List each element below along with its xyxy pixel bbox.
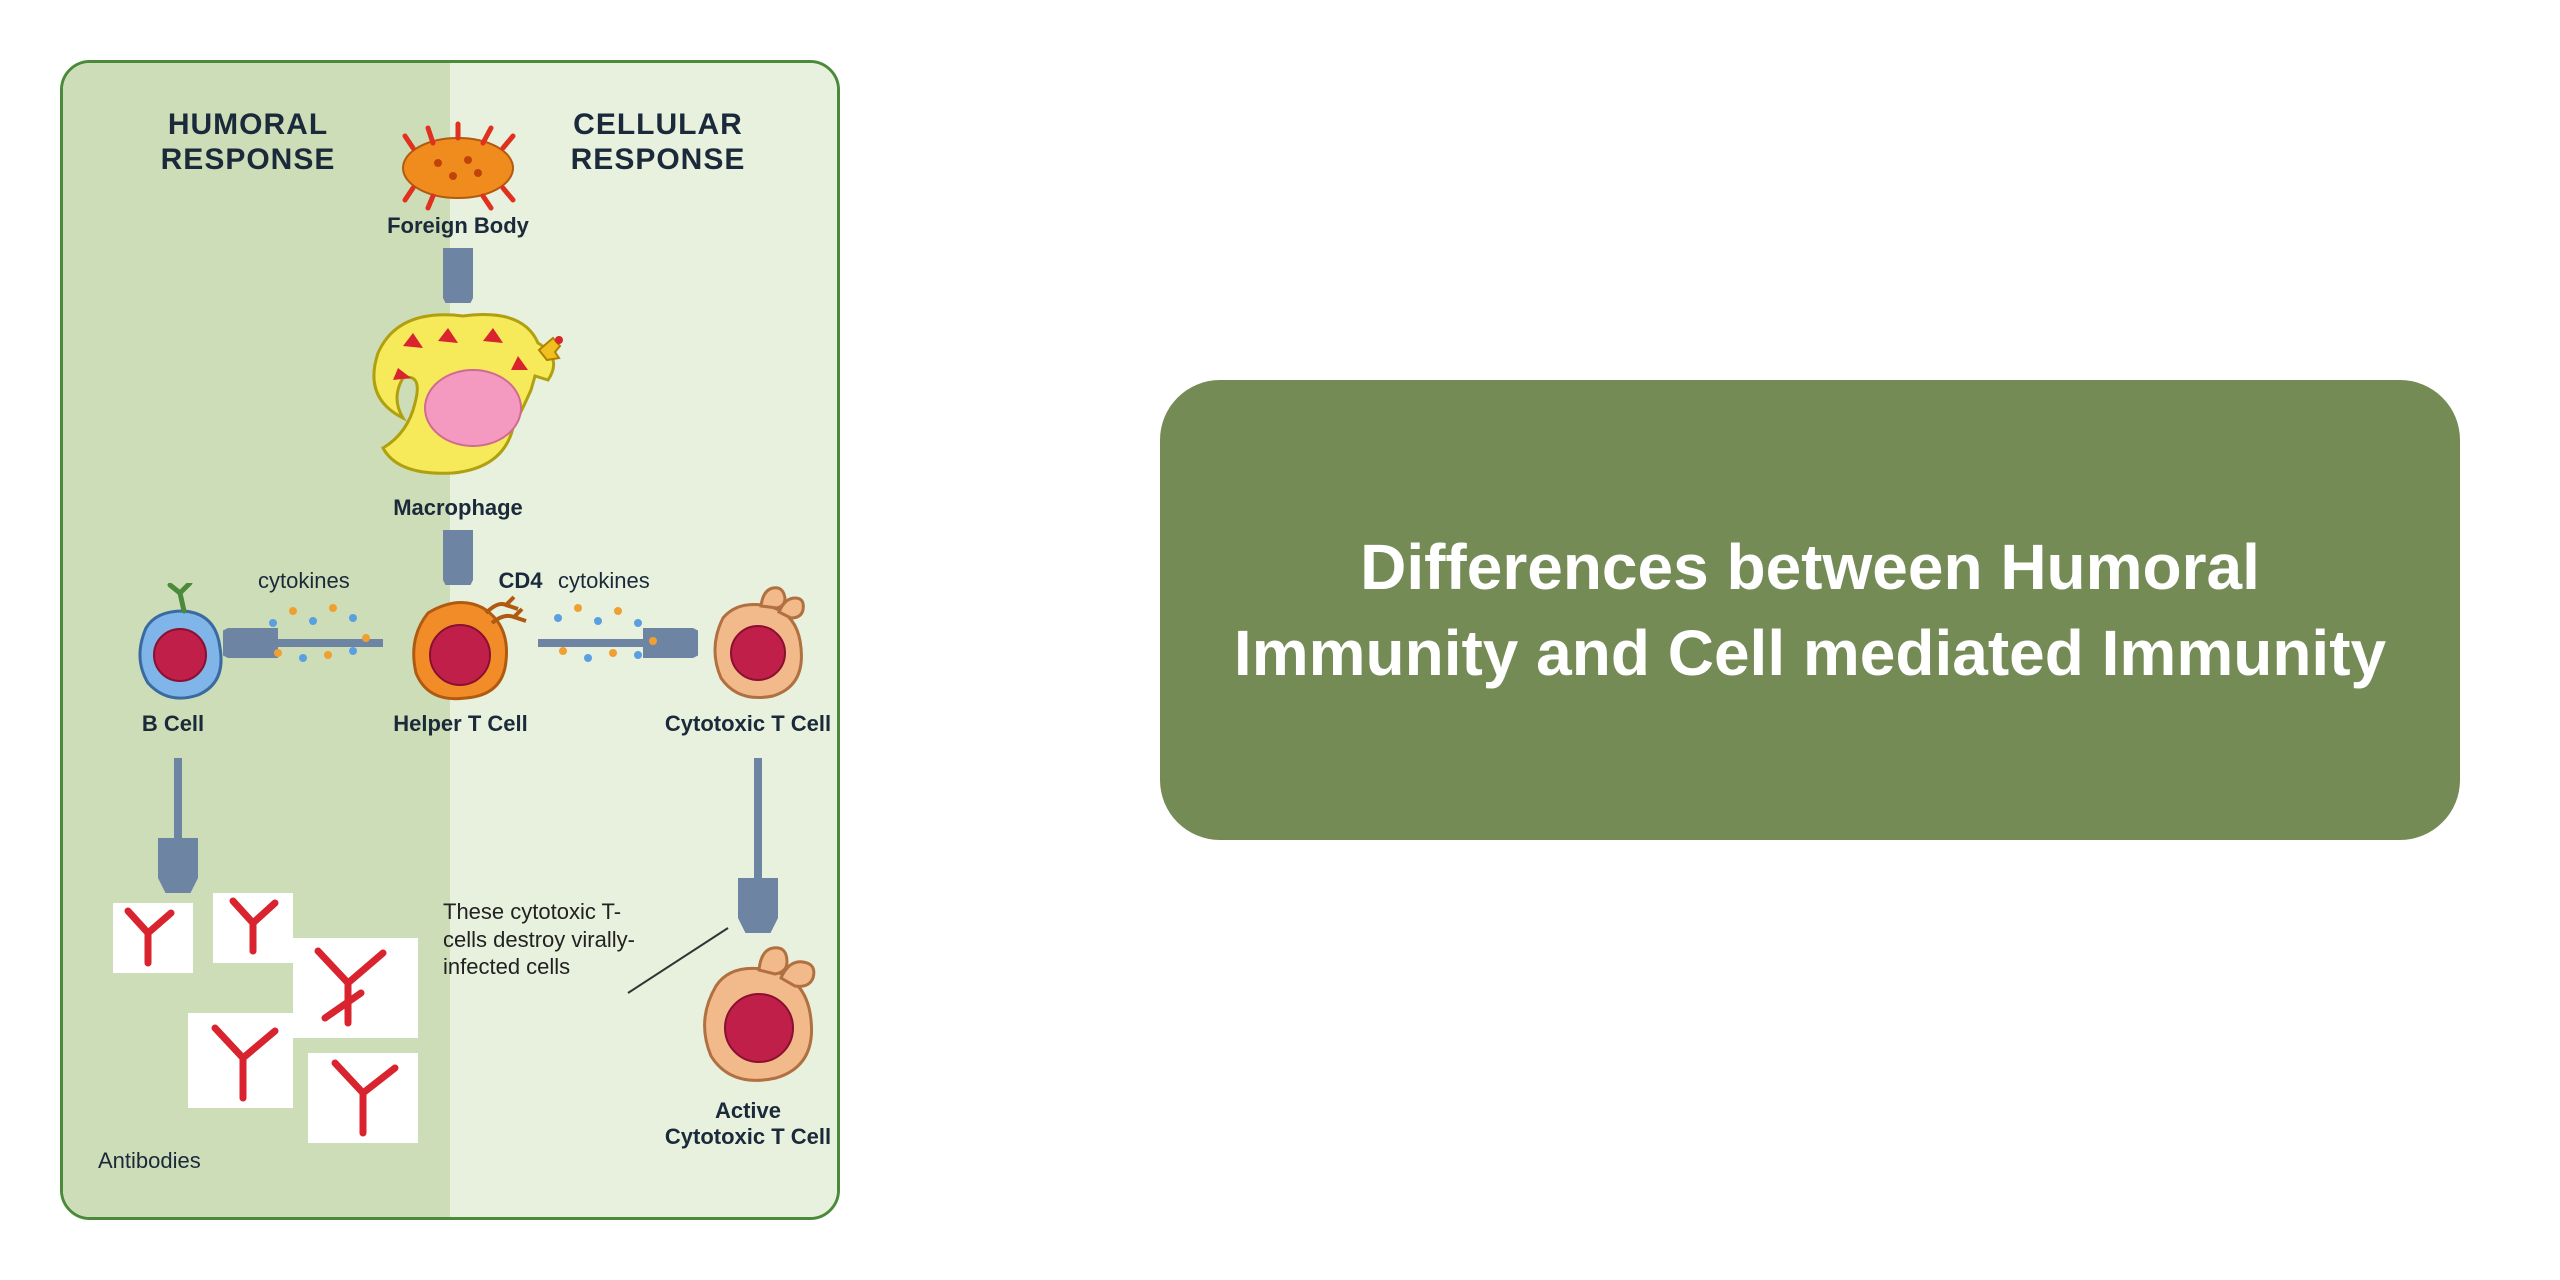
cytotoxic-t-label: Cytotoxic T Cell [653, 711, 840, 737]
helper-t-label: Helper T Cell [373, 711, 548, 737]
helper-t-icon [388, 583, 533, 713]
header-cellular: CELLULAR RESPONSE [533, 108, 783, 177]
arrow-bcell-ab [158, 753, 198, 893]
b-cell-label: B Cell [118, 711, 228, 737]
macrophage-label: Macrophage [373, 495, 543, 521]
arrow-macro-helper [443, 525, 473, 585]
arrow-cyto-active [738, 753, 778, 933]
antibodies-label: Antibodies [98, 1148, 201, 1174]
arrow-fb-macro [443, 243, 473, 303]
cytotoxic-note: These cytotoxic T-cells destroy virally-… [443, 898, 643, 981]
cytokines-right-label: cytokines [558, 568, 650, 594]
cytokines-left-icon [258, 593, 378, 673]
title-card-text: Differences between Humoral Immunity and… [1220, 524, 2400, 697]
cytotoxic-t-icon [693, 578, 813, 708]
diagram-panel: HUMORAL RESPONSE CELLULAR RESPONSE Forei… [60, 60, 840, 1220]
foreign-body-icon [383, 118, 533, 213]
header-cellular-l2: RESPONSE [571, 143, 746, 176]
header-cellular-l1: CELLULAR [573, 108, 743, 141]
antibodies-icon [93, 893, 453, 1153]
active-cyto-l1: Active [715, 1098, 781, 1123]
header-humoral-l2: RESPONSE [161, 143, 336, 176]
header-humoral-l1: HUMORAL [168, 108, 328, 141]
cytokines-left-label: cytokines [258, 568, 350, 594]
cd4-label: CD4 [493, 568, 548, 594]
active-cytotoxic-label: Active Cytotoxic T Cell [638, 1098, 840, 1151]
title-card: Differences between Humoral Immunity and… [1160, 380, 2460, 840]
cytokines-right-icon [543, 593, 663, 673]
foreign-body-label: Foreign Body [383, 213, 533, 239]
active-cytotoxic-icon [681, 938, 831, 1093]
header-humoral: HUMORAL RESPONSE [123, 108, 373, 177]
macrophage-icon [353, 298, 573, 498]
active-cyto-l2: Cytotoxic T Cell [665, 1124, 831, 1149]
b-cell-icon [118, 583, 233, 708]
